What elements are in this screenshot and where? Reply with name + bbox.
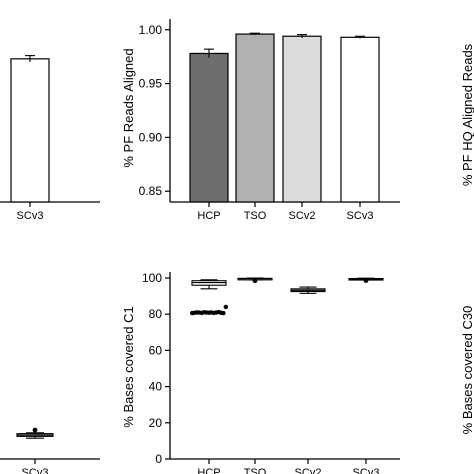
middle-top-y-tick-label-3: 1.00: [139, 23, 163, 37]
middle-top-x-tick-label-hcp: HCP: [197, 210, 220, 222]
middle-bottom-y-tick-label-4: 80: [149, 307, 163, 321]
middle-top-hcp-bar: [189, 52, 229, 203]
middle-bottom-x-tick-label-hcp: HCP: [197, 467, 220, 474]
left-top-scv3-bar: [10, 58, 50, 203]
middle-top-x-tick-label-tso: TSO: [244, 210, 267, 222]
middle-bottom-y-axis-label: % Bases covered C1: [121, 306, 136, 427]
middle-top-tso-bar: [235, 33, 275, 203]
middle-top-y-tick-label-0: 0.85: [139, 184, 163, 198]
middle-bottom-y-tick-label-0: 0: [155, 452, 162, 466]
middle-top-x-tick-label-scv3: SCv3: [347, 210, 374, 222]
middle-bottom-scv3-outlier-0: [363, 278, 369, 283]
middle-bottom-tso-outlier-0: [252, 278, 258, 284]
middle-top-scv3-bar: [340, 36, 380, 203]
middle-bottom-y-tick-label-3: 60: [149, 343, 163, 357]
middle-bottom-panel: 0 20 40 60 80 100 HCP TSO SCv2 SCv3 % Bases cove…: [121, 271, 400, 474]
left-bottom-panel: SCv3: [0, 427, 100, 474]
middle-bottom-x-tick-label-scv2: SCv2: [295, 467, 322, 474]
left-top-x-tick-label-scv3: SCv3: [17, 210, 44, 222]
hcp-data-point-13: [221, 310, 226, 316]
middle-bottom-x-tick-label-scv3: SCv3: [353, 467, 380, 474]
middle-top-y-tick-label-1: 0.90: [139, 130, 163, 144]
left-bottom-x-tick-label-scv3: SCv3: [22, 467, 49, 474]
right-top-y-axis-label: % PF HQ Aligned Reads: [460, 43, 474, 186]
hcp-data-point-14: [223, 304, 228, 310]
middle-bottom-y-tick-label-1: 20: [149, 416, 163, 430]
middle-top-y-axis-label: % PF Reads Aligned: [121, 48, 136, 167]
left-bottom-scv3-outlier-0: [32, 427, 38, 433]
middle-bottom-y-tick-label-2: 40: [149, 380, 163, 394]
middle-bottom-y-tick-label-5: 100: [142, 271, 162, 285]
right-bottom-panel: % Bases covered C30: [460, 306, 474, 435]
middle-top-scv2-bar: [282, 35, 322, 203]
right-bottom-y-axis-label: % Bases covered C30: [460, 306, 474, 435]
middle-top-panel: 0.85 0.90 0.95 1.00 HCP TSO SCv2 SCv3 % PF Rea…: [121, 19, 400, 222]
left-top-panel: SCv3: [0, 55, 100, 222]
middle-top-x-tick-label-scv2: SCv2: [289, 210, 316, 222]
middle-top-y-tick-label-2: 0.95: [139, 77, 163, 91]
middle-bottom-x-tick-label-tso: TSO: [244, 467, 267, 474]
right-top-panel: % PF HQ Aligned Reads: [460, 43, 474, 186]
